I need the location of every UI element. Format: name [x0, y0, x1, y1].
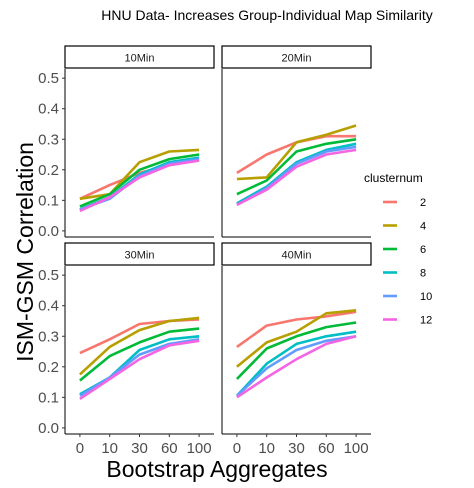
legend-label: 8	[420, 268, 426, 280]
x-tick-label: 60	[318, 440, 335, 457]
series-line-2	[79, 318, 200, 355]
y-tick-label: 0.1	[38, 389, 59, 406]
legend-label: 12	[420, 315, 432, 327]
series-line-6	[235, 321, 357, 380]
legend-items: 2 4 6 8 10 12	[383, 197, 432, 327]
y-tick-label: 0.0	[38, 223, 59, 240]
series-line-4	[236, 124, 357, 181]
series-line-12	[236, 335, 357, 399]
y-tick-label: 0.2	[38, 162, 59, 179]
series-line-12	[79, 159, 200, 213]
x-tick-label: 60	[161, 440, 178, 457]
series-line-8	[235, 330, 357, 397]
series-line-10	[79, 338, 200, 397]
y-tick-label: 0.3	[38, 328, 59, 345]
x-tick-label: 100	[344, 440, 369, 457]
legend-label: 2	[420, 197, 426, 209]
panel-strip-label: 30Min	[125, 250, 155, 262]
x-tick-label: 0	[233, 440, 241, 457]
chart-title: HNU Data- Increases Group-Individual Map…	[101, 7, 432, 23]
y-tick-label: 0.1	[38, 192, 59, 209]
legend: clusternum 2 4 6 8 10 12	[364, 171, 432, 327]
x-tick-label: 0	[76, 440, 84, 457]
y-tick-label: 0.4	[38, 298, 59, 315]
series-line-6	[79, 327, 200, 382]
panel-30min: 30Min 0.0 0.1 0.2 0.3 0.4 0.5 0 10 30 60 100	[38, 242, 215, 457]
panel-strip-label: 10Min	[125, 53, 155, 65]
series-line-2	[236, 310, 357, 348]
x-tick-label: 10	[258, 440, 275, 457]
legend-label: 10	[420, 291, 432, 303]
series-line-4	[79, 148, 200, 201]
series-line-12	[236, 148, 357, 207]
x-tick-label: 30	[131, 440, 148, 457]
legend-title: clusternum	[364, 171, 423, 185]
x-tick-label: 10	[101, 440, 118, 457]
x-axis-title: Bootstrap Aggregates	[106, 456, 327, 482]
panel-20min: 20Min	[221, 45, 372, 238]
y-axis-title: ISM-GSM Correlation	[12, 142, 38, 362]
x-tick-label: 100	[187, 440, 212, 457]
y-tick-label: 0.2	[38, 359, 59, 376]
series-line-8	[236, 142, 357, 205]
panel-strip	[221, 242, 372, 266]
y-tick-label: 0.3	[38, 131, 59, 148]
series-line-4	[79, 316, 200, 376]
y-tick-label: 0.5	[38, 70, 59, 87]
legend-label: 6	[420, 244, 426, 256]
legend-label: 4	[420, 221, 426, 233]
y-tick-label: 0.4	[38, 101, 59, 118]
y-tick-label: 0.5	[38, 267, 59, 284]
panel-strip	[221, 45, 372, 69]
series-line-12	[79, 339, 200, 400]
panel-10min: 10Min 0.0 0.1 0.2 0.3 0.4 0.5	[38, 45, 215, 240]
panel-40min: 40Min 0 10 30 60 100	[221, 242, 372, 457]
facet-panels: 10Min 0.0 0.1 0.2 0.3 0.4 0.5 20Min 30Min 0.0 0.1 0…	[38, 45, 372, 457]
panel-strip	[64, 45, 215, 69]
panel-strip	[64, 242, 215, 266]
series-line-6	[236, 138, 357, 196]
series-line-6	[79, 153, 200, 208]
series-line-10	[236, 335, 357, 397]
y-tick-label: 0.0	[38, 420, 59, 437]
panel-strip-label: 20Min	[282, 53, 312, 65]
panel-strip-label: 40Min	[282, 250, 312, 262]
series-line-4	[236, 309, 357, 368]
x-tick-label: 30	[288, 440, 305, 457]
